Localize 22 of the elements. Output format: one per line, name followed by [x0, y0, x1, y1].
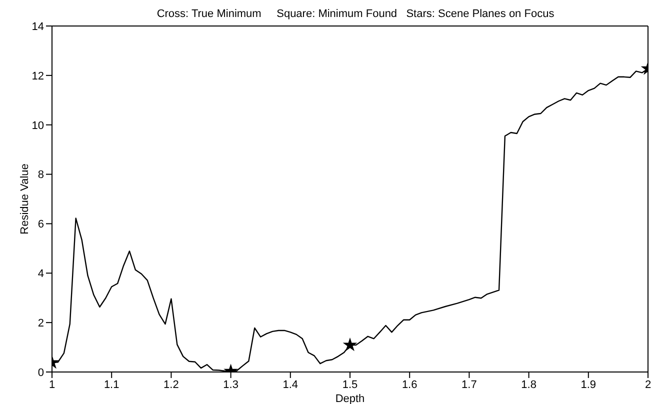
y-tick-label: 2: [38, 317, 44, 330]
y-tick-label: 12: [32, 70, 44, 82]
x-tick-label: 1.8: [521, 378, 536, 391]
y-tick-label: 8: [38, 169, 44, 182]
y-tick-label: 14: [32, 20, 44, 33]
x-tick-label: 1.3: [223, 378, 238, 391]
x-tick-label: 1.1: [104, 378, 120, 391]
x-tick-label: 1.5: [342, 378, 358, 391]
y-axis-title: Residue Value: [18, 164, 31, 234]
y-tick-label: 10: [32, 120, 44, 132]
x-tick-label: 1.7: [462, 378, 477, 391]
x-tick-label: 1.9: [580, 378, 596, 391]
chart-title: Cross: True Minimum Square: Minimum Found Stars: Scene Planes on Focus: [156, 8, 556, 20]
x-tick-label: 1.6: [402, 378, 418, 391]
x-tick-label: 1.2: [164, 378, 179, 391]
x-tick-label: 1.4: [282, 378, 298, 391]
y-tick-label: 4: [38, 268, 44, 280]
y-tick-label: 6: [38, 218, 44, 231]
x-tick-label: 1: [48, 378, 56, 391]
x-tick-label: 2: [644, 378, 651, 391]
y-tick-label: 0: [38, 366, 44, 379]
x-axis-title: Depth: [335, 393, 365, 404]
